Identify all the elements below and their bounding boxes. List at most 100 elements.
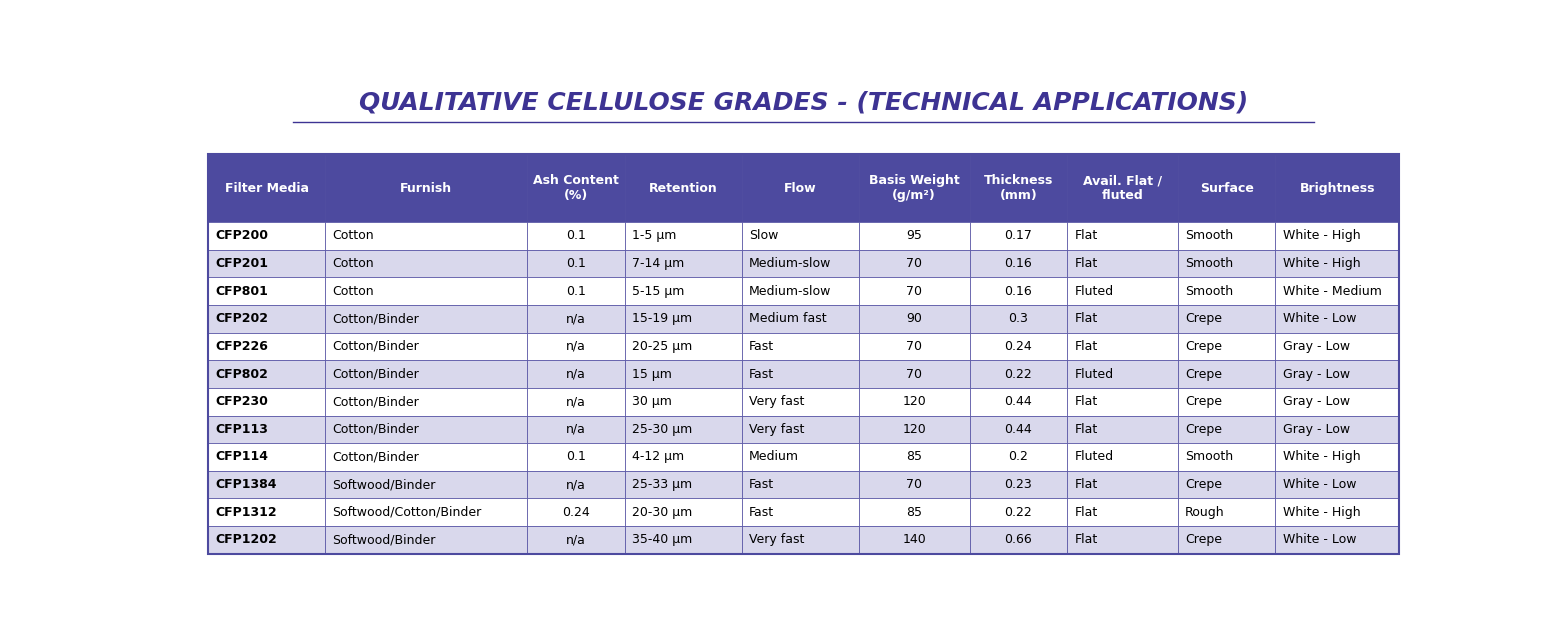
Bar	[325, 305, 527, 333]
Bar	[1178, 222, 1275, 250]
Bar	[1068, 443, 1178, 471]
Bar	[624, 305, 742, 333]
Text: n/a: n/a	[566, 340, 586, 353]
Bar	[325, 250, 527, 277]
Text: Crepe: Crepe	[1185, 395, 1221, 408]
Bar	[742, 277, 859, 305]
Bar	[742, 388, 859, 415]
Text: Cotton: Cotton	[332, 285, 375, 298]
Bar	[527, 471, 624, 498]
Bar	[624, 250, 742, 277]
Text: White - High: White - High	[1283, 506, 1361, 518]
Text: Flat: Flat	[1074, 340, 1098, 353]
Bar	[209, 471, 325, 498]
Bar	[742, 471, 859, 498]
Text: Softwood/Cotton/Binder: Softwood/Cotton/Binder	[332, 506, 481, 518]
Bar	[527, 498, 624, 526]
Bar	[859, 360, 969, 388]
Text: 35-40 μm: 35-40 μm	[632, 534, 691, 546]
Text: n/a: n/a	[566, 395, 586, 408]
Bar	[209, 360, 325, 388]
Text: Smooth: Smooth	[1185, 257, 1232, 270]
Bar	[325, 360, 527, 388]
Text: Cotton/Binder: Cotton/Binder	[332, 395, 419, 408]
Text: QUALITATIVE CELLULOSE GRADES - (TECHNICAL APPLICATIONS): QUALITATIVE CELLULOSE GRADES - (TECHNICA…	[359, 91, 1248, 115]
Bar	[859, 305, 969, 333]
Bar	[1275, 526, 1399, 554]
Text: Crepe: Crepe	[1185, 423, 1221, 436]
Bar	[859, 526, 969, 554]
Text: Very fast: Very fast	[750, 423, 804, 436]
Bar	[859, 277, 969, 305]
Text: CFP802: CFP802	[215, 368, 268, 380]
Bar	[1068, 360, 1178, 388]
Bar	[325, 415, 527, 443]
Bar	[859, 154, 969, 222]
Text: Gray - Low: Gray - Low	[1283, 395, 1350, 408]
Bar	[209, 498, 325, 526]
Bar	[859, 388, 969, 415]
Bar	[209, 250, 325, 277]
Bar	[1068, 222, 1178, 250]
Bar	[969, 154, 1068, 222]
Text: Medium: Medium	[750, 451, 800, 463]
Bar	[742, 305, 859, 333]
Text: Filter Media: Filter Media	[224, 182, 309, 194]
Bar	[969, 443, 1068, 471]
Bar	[1275, 388, 1399, 415]
Bar	[969, 333, 1068, 360]
Bar	[1178, 443, 1275, 471]
Bar	[624, 222, 742, 250]
Text: CFP1202: CFP1202	[215, 534, 278, 546]
Bar	[624, 526, 742, 554]
Text: 70: 70	[906, 285, 922, 298]
Text: 140: 140	[902, 534, 927, 546]
Text: CFP801: CFP801	[215, 285, 268, 298]
Bar	[1178, 471, 1275, 498]
Text: 0.1: 0.1	[566, 451, 586, 463]
Text: Fluted: Fluted	[1074, 285, 1113, 298]
Bar	[325, 526, 527, 554]
Text: 0.1: 0.1	[566, 285, 586, 298]
Text: CFP226: CFP226	[215, 340, 268, 353]
Bar	[859, 443, 969, 471]
Bar	[1178, 526, 1275, 554]
Text: 25-33 μm: 25-33 μm	[632, 478, 691, 491]
Bar	[1068, 498, 1178, 526]
Bar	[1178, 277, 1275, 305]
Text: Retention: Retention	[649, 182, 718, 194]
Bar	[742, 443, 859, 471]
Bar	[527, 415, 624, 443]
Bar	[624, 360, 742, 388]
Text: 90: 90	[906, 312, 922, 325]
Text: 0.1: 0.1	[566, 230, 586, 242]
Bar	[527, 250, 624, 277]
Bar	[624, 471, 742, 498]
Text: CFP1312: CFP1312	[215, 506, 278, 518]
Text: Crepe: Crepe	[1185, 368, 1221, 380]
Text: Basis Weight
(g/m²): Basis Weight (g/m²)	[869, 174, 960, 202]
Text: Flow: Flow	[784, 182, 817, 194]
Bar	[969, 388, 1068, 415]
Text: Avail. Flat /
fluted: Avail. Flat / fluted	[1083, 174, 1162, 202]
Text: Fluted: Fluted	[1074, 451, 1113, 463]
Bar	[1275, 222, 1399, 250]
Text: Slow: Slow	[750, 230, 778, 242]
Bar	[527, 305, 624, 333]
Text: 0.24: 0.24	[1005, 340, 1032, 353]
Text: White - High: White - High	[1283, 230, 1361, 242]
Bar	[209, 415, 325, 443]
Bar	[859, 471, 969, 498]
Text: 0.22: 0.22	[1005, 506, 1032, 518]
Text: 0.22: 0.22	[1005, 368, 1032, 380]
Text: Flat: Flat	[1074, 230, 1098, 242]
Bar	[1178, 305, 1275, 333]
Bar	[527, 526, 624, 554]
Bar	[1275, 471, 1399, 498]
Text: 25-30 μm: 25-30 μm	[632, 423, 691, 436]
Bar	[325, 498, 527, 526]
Bar	[325, 222, 527, 250]
Bar	[209, 277, 325, 305]
Bar	[742, 526, 859, 554]
Bar	[1275, 305, 1399, 333]
